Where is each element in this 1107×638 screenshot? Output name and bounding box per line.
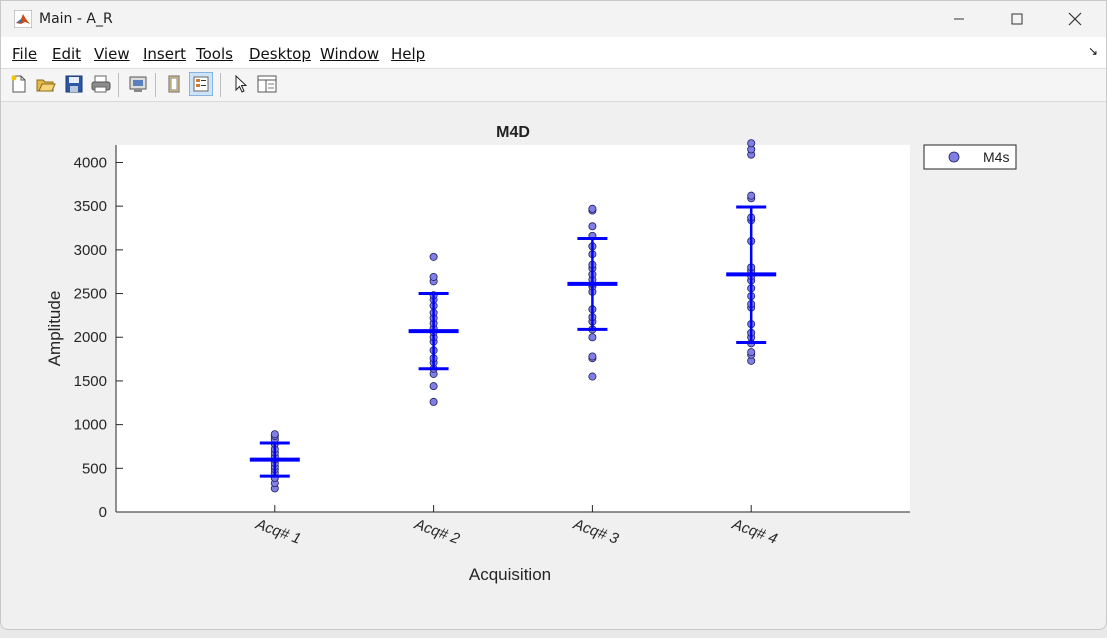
- open-file-button[interactable]: [34, 72, 58, 96]
- data-point[interactable]: [588, 204, 597, 213]
- y-tick-label: 1000: [74, 417, 107, 434]
- minimize-icon: [954, 18, 964, 20]
- data-point[interactable]: [429, 382, 438, 391]
- minimize-button[interactable]: [930, 1, 988, 37]
- data-point[interactable]: [429, 397, 438, 406]
- data-point[interactable]: [747, 139, 756, 148]
- y-tick-label: 3500: [74, 198, 107, 215]
- y-tick-label: 0: [99, 504, 107, 521]
- menu-help-label: Help: [391, 45, 426, 63]
- y-tick-label: 2000: [74, 329, 107, 346]
- open-file-icon: [36, 79, 56, 92]
- x-tick-label: Acq# 1: [253, 515, 304, 547]
- toolbar-separator: [155, 73, 156, 97]
- print-button[interactable]: [89, 72, 113, 96]
- maximize-icon: [1011, 13, 1023, 25]
- save-icon: [65, 75, 83, 93]
- show-plot-tools-icon: [193, 76, 209, 92]
- y-tick-label: 1500: [74, 373, 107, 390]
- menu-edit-label: Edit: [52, 45, 82, 63]
- menu-window-label: Window: [320, 45, 380, 63]
- close-button[interactable]: [1046, 1, 1104, 37]
- toolbar-separator: [220, 73, 221, 97]
- x-tick-label: Acq# 3: [570, 515, 621, 548]
- y-tick-label: 4000: [74, 154, 107, 171]
- plot-area[interactable]: [116, 145, 910, 512]
- print-icon: [91, 75, 111, 93]
- legend-box: [923, 144, 1017, 170]
- hide-plot-tools-icon: [168, 75, 180, 93]
- menu-insert-label: Insert: [143, 45, 187, 63]
- figure-toolbar: [1, 69, 1106, 102]
- menu-desktop[interactable]: Desktop: [249, 45, 311, 63]
- menu-bar: File Edit View Insert Tools Desktop Wind…: [1, 37, 1106, 69]
- data-point[interactable]: [270, 430, 279, 439]
- figure-area: 0 500 1000 1500 2000 2500 3000 3500 4000 Acq# 1 Ac…: [5, 102, 1103, 622]
- data-point[interactable]: [588, 352, 597, 361]
- save-button[interactable]: [62, 72, 86, 96]
- x-axis-label: Acquisition: [469, 565, 551, 584]
- menu-tools-label: Tools: [196, 45, 233, 63]
- chart-title: M4D: [496, 124, 530, 141]
- data-point[interactable]: [747, 348, 756, 357]
- legend-marker: [948, 151, 960, 163]
- property-inspector-icon: [257, 75, 277, 93]
- property-inspector-button[interactable]: [255, 72, 279, 96]
- menu-file[interactable]: File: [12, 45, 37, 63]
- close-icon: [1068, 12, 1082, 26]
- menu-edit[interactable]: Edit: [52, 45, 81, 63]
- y-tick-label: 2500: [74, 286, 107, 303]
- matlab-logo-icon: [14, 10, 32, 28]
- y-tick-label: 500: [82, 460, 107, 477]
- data-point[interactable]: [429, 252, 438, 261]
- legend[interactable]: M4s: [923, 144, 1017, 170]
- edit-plot-button[interactable]: [228, 72, 252, 96]
- data-point[interactable]: [588, 372, 597, 381]
- print-preview-button[interactable]: [126, 72, 150, 96]
- edit-plot-icon: [235, 75, 248, 93]
- menu-window[interactable]: Window: [320, 45, 379, 63]
- print-preview-icon: [129, 76, 147, 92]
- toolbar-separator: [118, 73, 119, 97]
- data-point[interactable]: [747, 191, 756, 200]
- show-plot-tools-button[interactable]: [189, 72, 213, 96]
- y-axis-label: Amplitude: [45, 291, 64, 367]
- menu-insert[interactable]: Insert: [143, 45, 186, 63]
- data-point[interactable]: [429, 272, 438, 281]
- menu-view[interactable]: View: [94, 45, 130, 63]
- y-tick-label: 3000: [74, 242, 107, 259]
- title-bar: Main - A_R: [1, 1, 1106, 37]
- new-figure-icon: [11, 75, 26, 93]
- menu-view-label: View: [94, 45, 130, 63]
- menu-tools[interactable]: Tools: [196, 45, 233, 63]
- menu-desktop-label: Desktop: [249, 45, 311, 63]
- menu-file-label: File: [12, 45, 38, 63]
- x-tick-label: Acq# 4: [729, 515, 780, 547]
- data-point[interactable]: [588, 333, 597, 342]
- data-point[interactable]: [588, 222, 597, 231]
- dock-arrow-icon[interactable]: ↘: [1087, 44, 1098, 58]
- maximize-button[interactable]: [988, 1, 1046, 37]
- legend-entry: M4s: [983, 149, 1009, 165]
- window-title: Main - A_R: [39, 11, 113, 27]
- hide-plot-tools-button[interactable]: [162, 72, 186, 96]
- chart[interactable]: 0 500 1000 1500 2000 2500 3000 3500 4000 Acq# 1 Ac…: [5, 102, 1103, 622]
- menu-help[interactable]: Help: [391, 45, 425, 63]
- new-figure-button[interactable]: [7, 72, 31, 96]
- x-tick-label: Acq# 2: [411, 515, 462, 548]
